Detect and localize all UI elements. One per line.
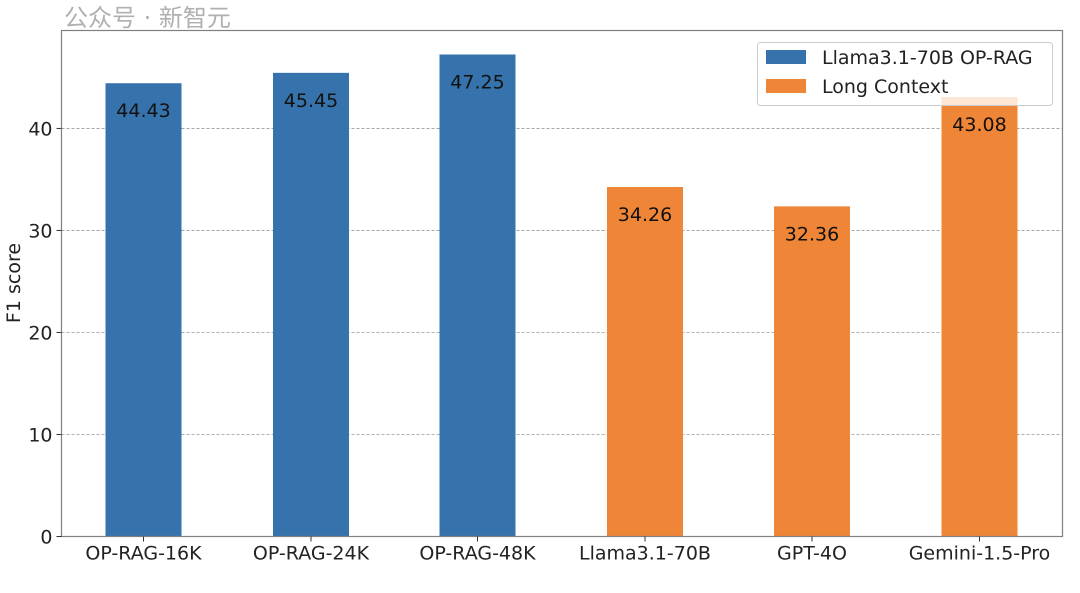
x-axis-ticks: OP-RAG-16K OP-RAG-24K OP-RAG-48K Llama3.1-7… [85,536,1051,565]
x-tick-label: GPT-4O [777,543,847,565]
legend-swatch [766,79,806,93]
y-tick-label: 10 [28,424,52,446]
data-label: 43.08 [952,114,1006,136]
data-label: 44.43 [116,100,170,122]
bar-op-rag-24k [273,72,349,537]
x-tick-label: OP-RAG-48K [419,543,536,565]
x-tick-label: OP-RAG-16K [85,543,202,565]
bars [105,54,1018,537]
bar-llama3-1-70b [607,186,683,537]
data-label: 34.26 [618,204,672,226]
bar-gemini-1-5-pro [941,97,1018,537]
data-label: 47.25 [450,71,504,93]
legend-box [757,42,1053,106]
x-tick-label: Llama3.1-70B [579,543,711,565]
bar-op-rag-16k [105,83,182,537]
y-tick-label: 40 [28,118,52,140]
watermark: 公众号 · 新智元 [64,4,231,32]
plot-frame [60,29,1064,538]
data-label: 45.45 [284,90,338,112]
x-tick-label: Gemini-1.5-Pro [909,543,1051,565]
legend-label: Long Context [822,76,948,98]
y-tick-label: 0 [40,527,52,549]
legend: Llama3.1-70B OP-RAG Long Context [757,42,1053,106]
data-labels: 44.43 45.45 47.25 34.26 32.36 43.08 [116,71,1006,245]
legend-label: Llama3.1-70B OP-RAG [822,47,1033,69]
bar-gpt-4o [774,206,850,537]
y-axis-label: F1 score [3,243,25,323]
y-tick-label: 30 [28,220,52,242]
y-tick-label: 20 [28,322,52,344]
legend-swatch [766,50,806,64]
y-axis-ticks: 0 10 20 30 40 [28,118,62,549]
gridlines [61,128,1063,435]
bar-op-rag-48k [439,54,516,537]
x-tick-label: OP-RAG-24K [253,543,370,565]
data-label: 32.36 [785,223,839,245]
